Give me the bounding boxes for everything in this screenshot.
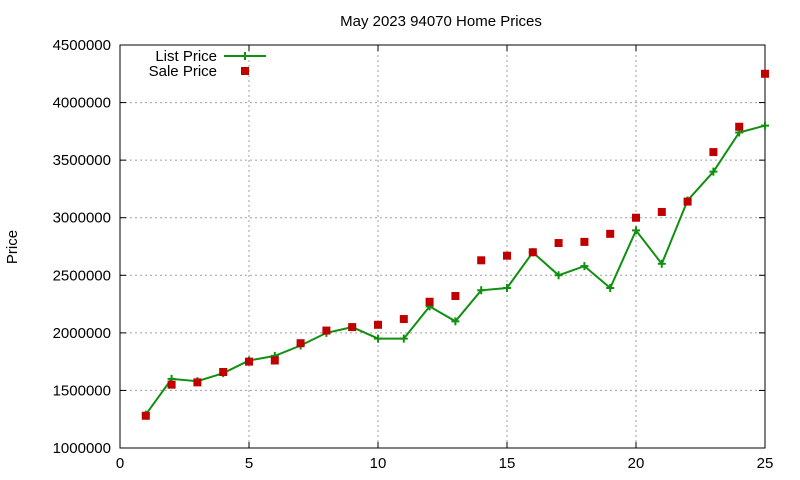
sale-price-point: [554, 239, 563, 248]
x-tick-label: 20: [628, 455, 645, 472]
y-tick-label: 2000000: [53, 325, 111, 342]
sale-price-point: [606, 229, 615, 238]
sale-price-point: [141, 411, 150, 420]
sale-price-point: [761, 69, 769, 78]
sale-price-point: [580, 237, 589, 246]
list-price-line: [144, 124, 766, 416]
list-price-point: [477, 286, 486, 295]
sale-price-point: [735, 122, 744, 131]
series-layer: [141, 69, 769, 420]
list-price-point: [399, 334, 408, 343]
sale-price-point: [709, 148, 718, 157]
x-tick-label: 15: [499, 455, 516, 472]
sale-price-point: [374, 320, 382, 329]
legend-label-sale-price: Sale Price: [149, 63, 217, 80]
list-price-point: [451, 317, 460, 326]
legend: List Price Sale Price: [149, 48, 266, 80]
x-tick-label: 10: [370, 455, 387, 472]
sale-price-point: [296, 339, 305, 348]
sale-price-point: [193, 378, 202, 387]
y-tick-label: 4500000: [53, 37, 111, 54]
sale-price-point: [245, 357, 253, 366]
plot-frame: [119, 44, 766, 449]
legend-marker-sale-price: [241, 67, 249, 75]
series-sale-price: [141, 69, 769, 420]
sale-price-point: [322, 326, 331, 335]
sale-price-point: [270, 356, 279, 365]
sale-price-point: [425, 297, 434, 306]
sale-price-point: [503, 251, 511, 260]
list-price-point: [632, 226, 640, 235]
list-price-point: [580, 262, 589, 271]
sale-price-point: [477, 256, 486, 265]
sale-price-point: [528, 248, 537, 257]
axis-ticks: 0 5 10 15 20 25 1000000 1500000 2000000 2500000 30…: [53, 37, 774, 472]
list-price-point: [657, 259, 666, 268]
list-price-point: [374, 334, 382, 343]
x-tick-label: 25: [757, 455, 774, 472]
series-list-price: [141, 121, 769, 419]
y-tick-label: 3500000: [53, 152, 111, 169]
x-tick-label: 0: [116, 455, 124, 472]
y-tick-label: 2500000: [53, 267, 111, 284]
legend-marker-list-price: [241, 52, 249, 60]
sale-price-point: [219, 368, 228, 377]
y-tick-label: 1000000: [53, 440, 111, 457]
list-price-point: [761, 121, 769, 130]
y-tick-label: 1500000: [53, 382, 111, 399]
list-price-point: [709, 167, 718, 176]
x-tick-label: 5: [245, 455, 253, 472]
sale-price-point: [167, 380, 176, 389]
sale-price-point: [399, 315, 408, 324]
y-tick-label: 3000000: [53, 210, 111, 227]
grid: [120, 45, 765, 448]
list-price-point: [606, 283, 615, 292]
sale-price-point: [451, 292, 460, 301]
y-axis-label: Price: [4, 230, 21, 264]
legend-label-list-price: List Price: [155, 48, 217, 65]
list-price-point: [503, 283, 511, 292]
list-price-point: [554, 271, 563, 280]
y-tick-label: 4000000: [53, 95, 111, 112]
chart-title: May 2023 94070 Home Prices: [340, 13, 542, 30]
sale-price-point: [348, 323, 357, 332]
sale-price-point: [657, 207, 666, 216]
sale-price-point: [683, 197, 692, 206]
sale-price-point: [632, 213, 640, 222]
